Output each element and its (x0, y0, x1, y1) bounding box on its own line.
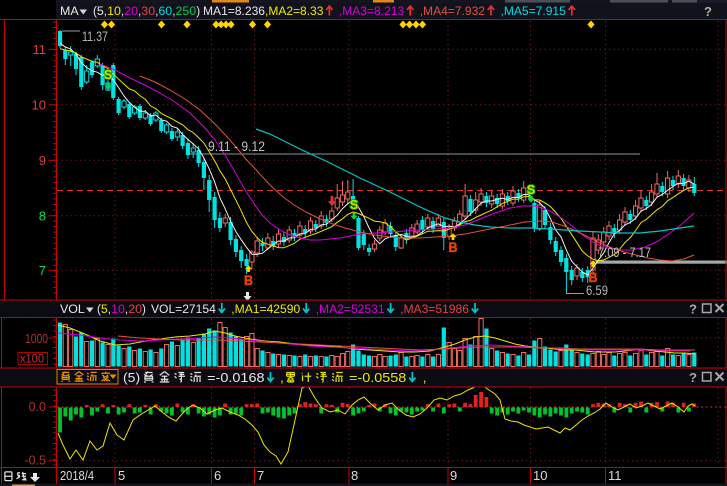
svg-text:VOL: VOL (60, 302, 85, 316)
svg-text:,: , (108, 302, 111, 316)
svg-text:B: B (589, 270, 598, 285)
svg-text:9: 9 (39, 153, 46, 168)
svg-text:S: S (527, 182, 536, 197)
svg-text:6.59: 6.59 (586, 283, 608, 298)
svg-text:(: ( (97, 302, 102, 316)
svg-text:30: 30 (141, 4, 155, 18)
svg-text:,: , (155, 4, 158, 18)
svg-text:,MA2=52531: ,MA2=52531 (316, 302, 385, 316)
svg-text:x100: x100 (20, 352, 44, 366)
svg-text:5: 5 (101, 302, 108, 316)
svg-text:10: 10 (111, 302, 125, 316)
svg-text:7.09 - 7.17: 7.09 - 7.17 (598, 245, 651, 260)
svg-text:10: 10 (107, 4, 121, 18)
svg-text:9.11 - 9.12: 9.11 - 9.12 (208, 139, 265, 154)
svg-text:): ) (142, 302, 146, 316)
svg-text:1000: 1000 (25, 331, 48, 346)
svg-text:,: , (280, 370, 284, 385)
svg-text:(5): (5) (123, 370, 140, 385)
svg-text:60: 60 (158, 4, 172, 18)
svg-text:11.37: 11.37 (82, 29, 108, 44)
svg-text:,MA4=7.932: ,MA4=7.932 (420, 4, 485, 18)
svg-text:,: , (423, 370, 427, 385)
svg-text:?: ? (704, 4, 712, 19)
svg-text:-0.5: -0.5 (24, 454, 46, 468)
svg-text:9: 9 (450, 468, 457, 483)
svg-text:B: B (449, 240, 458, 255)
svg-text:=-0.0168: =-0.0168 (207, 370, 264, 385)
svg-text:,: , (138, 4, 141, 18)
svg-text:,MA3=51986: ,MA3=51986 (400, 302, 469, 316)
svg-text:MA: MA (60, 4, 79, 18)
svg-text:20: 20 (124, 4, 138, 18)
svg-text:,: , (121, 4, 124, 18)
svg-text:S: S (104, 67, 113, 82)
svg-text:,MA1=42590: ,MA1=42590 (231, 302, 300, 316)
svg-text:7: 7 (257, 468, 264, 483)
svg-text:?: ? (689, 370, 697, 385)
svg-text:,MA3=8.213: ,MA3=8.213 (339, 4, 404, 18)
svg-text:250: 250 (176, 4, 197, 18)
svg-text:S: S (350, 197, 359, 212)
svg-text:,: , (125, 302, 128, 316)
svg-text:10: 10 (533, 468, 547, 483)
svg-text:2018/4: 2018/4 (60, 468, 94, 483)
svg-text:): ) (196, 4, 200, 18)
svg-text:5: 5 (118, 468, 125, 483)
svg-text:11: 11 (608, 468, 622, 483)
svg-text:0.0: 0.0 (29, 400, 46, 414)
svg-text:,: , (104, 4, 107, 18)
svg-text:MA1=8.236: MA1=8.236 (203, 4, 265, 18)
svg-text:20: 20 (128, 302, 142, 316)
svg-text:,: , (172, 4, 175, 18)
svg-text:10: 10 (32, 97, 46, 112)
svg-text:=-0.0558: =-0.0558 (349, 370, 406, 385)
svg-text:?: ? (689, 302, 697, 317)
svg-text:7: 7 (39, 263, 46, 278)
svg-text:(: ( (93, 4, 98, 18)
svg-text:,MA5=7.915: ,MA5=7.915 (501, 4, 566, 18)
svg-text:8: 8 (39, 208, 46, 223)
svg-text:8: 8 (351, 468, 358, 483)
svg-text:B: B (244, 273, 253, 288)
svg-text:5: 5 (97, 4, 104, 18)
svg-text:6: 6 (214, 468, 221, 483)
svg-text:VOL=27154: VOL=27154 (151, 302, 216, 316)
svg-text:,MA2=8.33: ,MA2=8.33 (265, 4, 323, 18)
svg-text:11: 11 (33, 42, 47, 57)
